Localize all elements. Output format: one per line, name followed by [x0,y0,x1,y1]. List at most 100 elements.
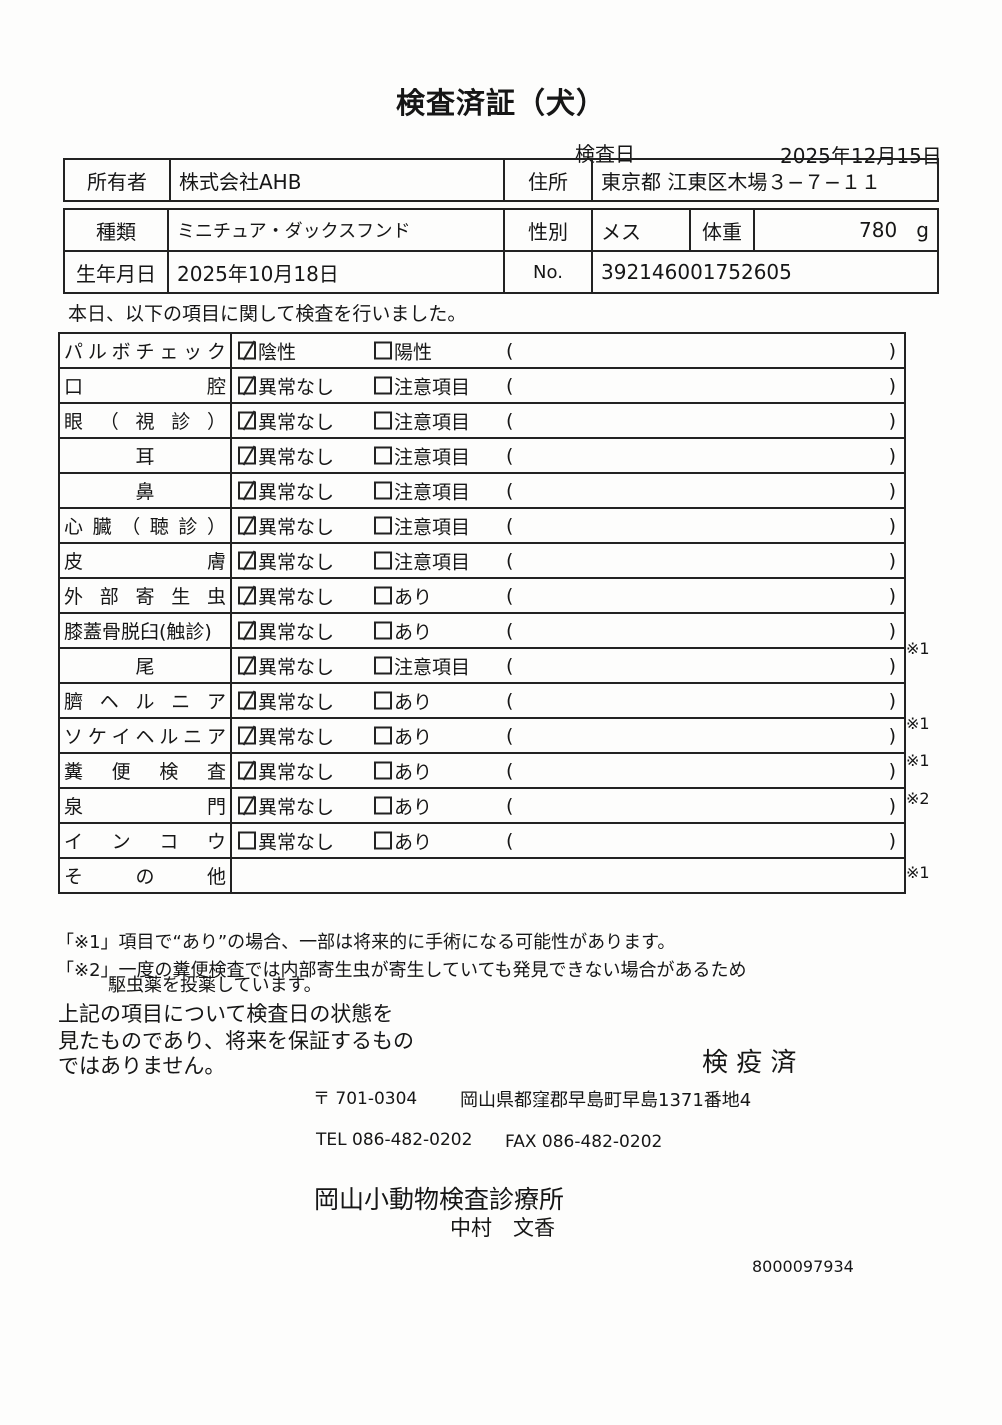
option-2-checkbox[interactable]: 注意項目 [374,477,470,504]
item-label: 膝蓋骨脱臼(触診) [58,612,232,649]
checkbox-icon[interactable] [238,656,256,675]
item-label-char: ッ [183,341,203,363]
checkbox-icon[interactable] [238,376,256,395]
owner-value: 株式会社AHB [169,158,505,202]
checkbox-icon[interactable] [238,761,256,780]
checkbox-icon[interactable] [238,726,256,745]
checkbox-icon[interactable] [374,551,392,570]
option-1-checkbox[interactable]: 異常なし [238,722,334,749]
checkbox-icon[interactable] [238,831,256,850]
option-2-checkbox[interactable]: あり [374,827,432,854]
option-2-checkbox[interactable]: あり [374,722,432,749]
item-label-char: イ [64,831,84,853]
option-2-checkbox[interactable]: 陽性 [374,337,432,364]
option-2-label: 注意項目 [394,411,471,433]
checkbox-icon[interactable] [238,341,256,360]
owner-table: 所有者 株式会社AHB 住所 東京都 江東区木場３−７−１１ [63,158,939,202]
item-label-char: コ [159,831,179,853]
checkbox-icon[interactable] [374,691,392,710]
document-code: 8000097934 [752,1257,854,1276]
checkbox-icon[interactable] [238,621,256,640]
checkbox-icon[interactable] [238,481,256,500]
option-2-checkbox[interactable]: あり [374,617,432,644]
item-label: パルボチェック [58,332,232,369]
option-1-checkbox[interactable]: 異常なし [238,442,334,469]
checkbox-icon[interactable] [238,411,256,430]
options-cell: 異常なし 注意項目 () [230,507,906,544]
inspection-table: パルボチェック陰性 陽性() 口腔異常なし 注意項目() 眼（視診）異常なし 注意項目()… [58,332,906,894]
options-cell: 異常なし 注意項目 () [230,437,906,474]
remark-open-paren: ( [506,549,514,572]
checkbox-icon[interactable] [374,656,392,675]
option-2-checkbox[interactable]: 注意項目 [374,547,470,574]
item-label-char: チ [135,341,155,363]
option-1-checkbox[interactable]: 異常なし [238,407,334,434]
remark-close-paren: ) [888,829,896,852]
checkbox-icon[interactable] [374,411,392,430]
checkbox-icon[interactable] [238,586,256,605]
option-2-checkbox[interactable]: 注意項目 [374,372,470,399]
footnote-marker: ※1 [906,751,930,771]
clinic-tel: TEL 086-482-0202 [316,1130,473,1150]
checkbox-icon[interactable] [238,551,256,570]
checkbox-icon[interactable] [238,691,256,710]
checkbox-icon[interactable] [374,446,392,465]
option-1-checkbox[interactable]: 異常なし [238,512,334,539]
option-1-checkbox[interactable]: 異常なし [238,372,334,399]
option-2-checkbox[interactable]: 注意項目 [374,442,470,469]
option-2-label: 注意項目 [394,481,471,503]
checkbox-icon[interactable] [238,796,256,815]
option-1-checkbox[interactable]: 異常なし [238,617,334,644]
options-cell: 異常なし あり () [230,717,906,754]
address-label: 住所 [503,158,593,202]
option-2-checkbox[interactable]: あり [374,757,432,784]
item-label-char: 他 [206,866,226,888]
owner-label: 所有者 [63,158,171,202]
option-1-label: 異常なし [258,691,335,713]
checkbox-icon[interactable] [374,726,392,745]
item-label-char: ヘ [135,726,155,748]
option-1-checkbox[interactable]: 異常なし [238,757,334,784]
options-cell: 異常なし 注意項目 () [230,542,906,579]
checkbox-icon[interactable] [374,586,392,605]
checkbox-icon[interactable] [374,796,392,815]
item-label-char: 部 [99,586,119,608]
option-2-checkbox[interactable]: 注意項目 [374,407,470,434]
checkbox-icon[interactable] [238,446,256,465]
option-1-checkbox[interactable]: 異常なし [238,652,334,679]
checkbox-icon[interactable] [374,341,392,360]
remark-close-paren: ) [888,549,896,572]
quarantine-stamp: 検 疫 済 [702,1048,797,1078]
option-1-checkbox[interactable]: 陰性 [238,337,296,364]
remark-close-paren: ) [888,444,896,467]
option-1-label: 異常なし [258,656,335,678]
checkbox-icon[interactable] [374,831,392,850]
option-2-label: あり [394,691,433,713]
option-1-checkbox[interactable]: 異常なし [238,687,334,714]
option-1-checkbox[interactable]: 異常なし [238,477,334,504]
checkbox-icon[interactable] [374,481,392,500]
footnote-marker: ※1 [906,714,930,733]
option-2-checkbox[interactable]: あり [374,687,432,714]
option-1-checkbox[interactable]: 異常なし [238,547,334,574]
checkbox-icon[interactable] [374,516,392,535]
intro-text: 本日、以下の項目に関して検査を行いました。 [68,303,467,325]
item-label-char: 心 [64,516,84,538]
checkbox-icon[interactable] [374,376,392,395]
checkbox-icon[interactable] [374,761,392,780]
checkbox-icon[interactable] [374,621,392,640]
item-label-char: 視 [135,411,155,433]
item-label-char: 眼 [64,411,84,433]
option-1-label: 陰性 [258,341,297,363]
option-2-checkbox[interactable]: あり [374,792,432,819]
option-2-checkbox[interactable]: 注意項目 [374,652,470,679]
option-1-checkbox[interactable]: 異常なし [238,792,334,819]
clinic-person: 中村 文香 [450,1216,555,1240]
checkbox-icon[interactable] [238,516,256,535]
remark-open-paren: ( [506,409,514,432]
option-1-checkbox[interactable]: 異常なし [238,827,334,854]
weight-value: 780 [859,218,898,242]
option-2-checkbox[interactable]: 注意項目 [374,512,470,539]
option-1-checkbox[interactable]: 異常なし [238,582,334,609]
option-2-checkbox[interactable]: あり [374,582,432,609]
